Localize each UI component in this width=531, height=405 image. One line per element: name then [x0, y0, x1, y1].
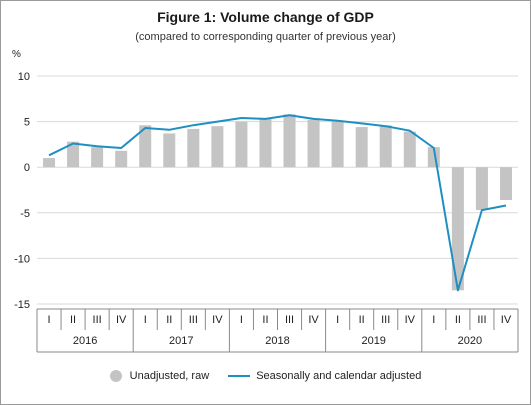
year-tick-label: 2020 [458, 335, 482, 347]
legend-label-adjusted: Seasonally and calendar adjusted [256, 370, 422, 383]
bar [283, 114, 296, 168]
bar [115, 150, 128, 168]
y-tick-label: -15 [14, 299, 30, 311]
quarter-tick-label: II [70, 314, 76, 326]
legend: Unadjusted, raw Seasonally and calendar … [0, 370, 531, 383]
bar [67, 141, 80, 168]
quarter-tick-label: I [240, 314, 243, 326]
bar [331, 120, 344, 168]
chart-subtitle: (compared to corresponding quarter of pr… [135, 31, 396, 43]
bar [139, 125, 152, 168]
year-tick-label: 2016 [73, 335, 97, 347]
y-tick-label: 0 [24, 162, 30, 174]
bar [43, 158, 56, 168]
bar [403, 131, 416, 168]
bar [259, 118, 272, 168]
quarter-tick-label: III [189, 314, 198, 326]
bar [355, 127, 368, 168]
y-tick-label: -5 [20, 208, 30, 220]
legend-swatch-line [228, 375, 251, 378]
quarter-tick-label: III [477, 314, 486, 326]
quarter-tick-label: I [336, 314, 339, 326]
quarter-tick-label: I [144, 314, 147, 326]
bar [211, 126, 224, 168]
quarter-tick-label: II [455, 314, 461, 326]
y-tick-label: 5 [24, 117, 30, 129]
legend-swatch-bar [109, 370, 122, 383]
bar [307, 119, 320, 168]
bar [235, 121, 248, 168]
year-tick-label: 2018 [265, 335, 289, 347]
legend-label-unadjusted: Unadjusted, raw [129, 370, 210, 383]
legend-item-unadjusted: Unadjusted, raw [109, 370, 210, 383]
quarter-tick-label: IV [501, 314, 512, 326]
quarter-tick-label: III [381, 314, 390, 326]
quarter-tick-label: IV [308, 314, 319, 326]
bar [187, 128, 200, 168]
quarter-tick-label: II [359, 314, 365, 326]
bar [379, 125, 392, 168]
quarter-tick-label: I [432, 314, 435, 326]
quarter-tick-label: II [262, 314, 268, 326]
bar [451, 167, 464, 291]
adjusted-series-line [48, 114, 507, 292]
quarter-tick-label: IV [405, 314, 416, 326]
quarter-tick-label: III [285, 314, 294, 326]
bar [475, 167, 488, 211]
legend-item-adjusted: Seasonally and calendar adjusted [228, 370, 421, 382]
quarter-tick-label: II [166, 314, 172, 326]
quarter-tick-label: I [47, 314, 50, 326]
year-tick-label: 2019 [361, 335, 385, 347]
y-tick-label: 10 [18, 71, 30, 83]
bar [91, 147, 104, 168]
quarter-tick-label: III [93, 314, 102, 326]
bar [499, 167, 512, 201]
y-tick-label: -10 [14, 253, 30, 265]
chart-title: Figure 1: Volume change of GDP [157, 9, 374, 25]
y-axis-unit-label: % [12, 49, 21, 60]
year-tick-label: 2017 [169, 335, 193, 347]
quarter-tick-label: IV [116, 314, 127, 326]
quarter-tick-label: IV [212, 314, 223, 326]
bar [163, 133, 176, 168]
